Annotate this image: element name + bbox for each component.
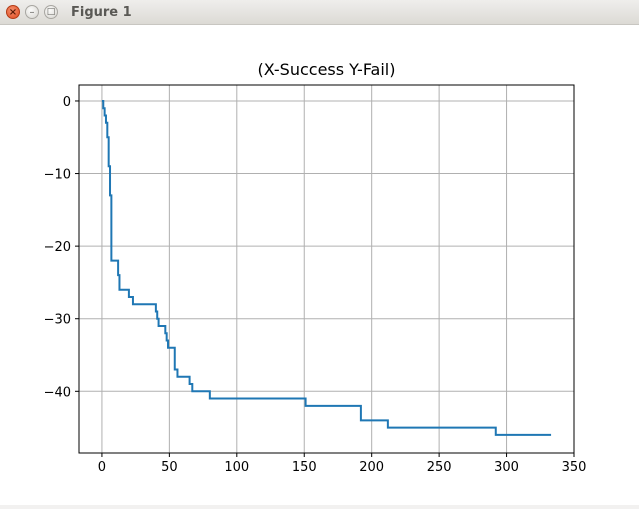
- x-tick-label: 250: [427, 460, 452, 475]
- x-tick-label: 150: [292, 460, 317, 475]
- maximize-icon: □: [46, 7, 56, 17]
- grid: [79, 85, 575, 453]
- ticks: 0 50 100 150 200 250 300 350 0 −10 −20 −30 −40: [44, 95, 587, 475]
- series-layer: [101, 99, 552, 436]
- minimize-icon: –: [29, 7, 35, 18]
- x-tick-label: 300: [494, 460, 519, 475]
- title-bar[interactable]: × – □ Figure 1: [0, 0, 639, 25]
- figure-canvas[interactable]: 0 50 100 150 200 250 300 350 0 −10 −20 −30 −40 (X-Su…: [0, 25, 639, 505]
- series-line: [101, 99, 552, 436]
- x-tick-label: 50: [161, 460, 178, 475]
- x-tick-label: 350: [562, 460, 587, 475]
- y-tick-label: 0: [63, 95, 71, 110]
- y-tick-label: −10: [44, 168, 71, 183]
- close-button[interactable]: ×: [6, 5, 20, 19]
- window-title: Figure 1: [71, 5, 132, 20]
- chart-title: (X-Success Y-Fail): [258, 60, 396, 79]
- y-tick-label: −30: [44, 313, 71, 328]
- y-tick-label: −20: [44, 240, 71, 255]
- line-chart: 0 50 100 150 200 250 300 350 0 −10 −20 −30 −40 (X-Su…: [44, 60, 587, 475]
- y-tick-label: −40: [44, 385, 71, 400]
- maximize-button[interactable]: □: [44, 5, 58, 19]
- close-icon: ×: [8, 7, 18, 18]
- minimize-button[interactable]: –: [25, 5, 39, 19]
- x-tick-label: 200: [359, 460, 384, 475]
- x-tick-label: 100: [224, 460, 249, 475]
- x-tick-label: 0: [98, 460, 106, 475]
- plot-frame: [78, 84, 575, 454]
